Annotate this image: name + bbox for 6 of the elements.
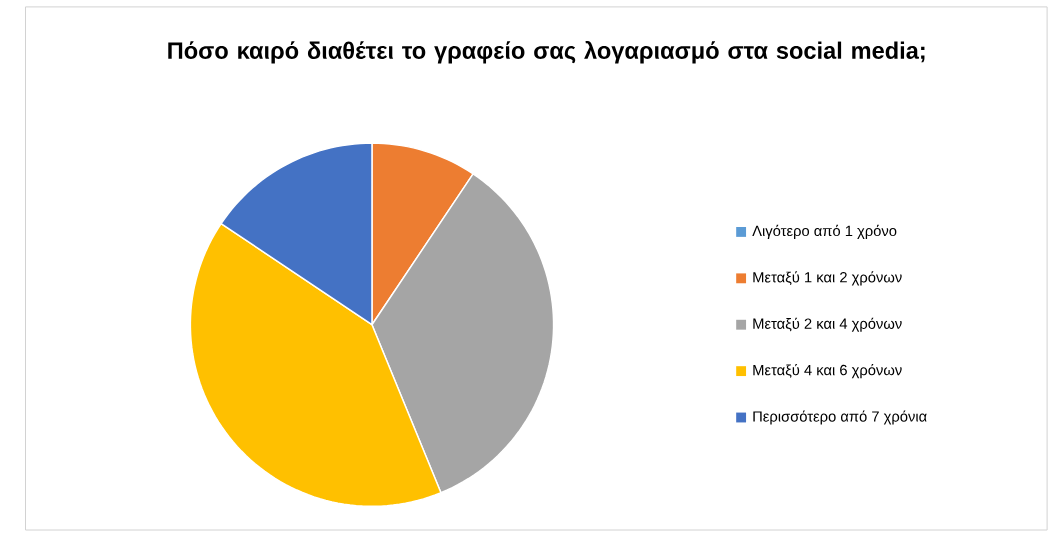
legend-label: Περισσότερο από 7 χρόνια (753, 410, 927, 425)
legend-label: Μεταξύ 4 και 6 χρόνων (753, 364, 902, 379)
chart-title: Πόσο καιρό διαθέτει το γραφείο σας λογαριασμό στα social media; (168, 40, 925, 64)
legend-label: Μεταξύ 2 και 4 χρόνων (753, 317, 902, 332)
legend-label: Μεταξύ 1 και 2 χρόνων (753, 271, 902, 286)
legend-label: Λιγότερο από 1 χρόνο (752, 224, 897, 240)
